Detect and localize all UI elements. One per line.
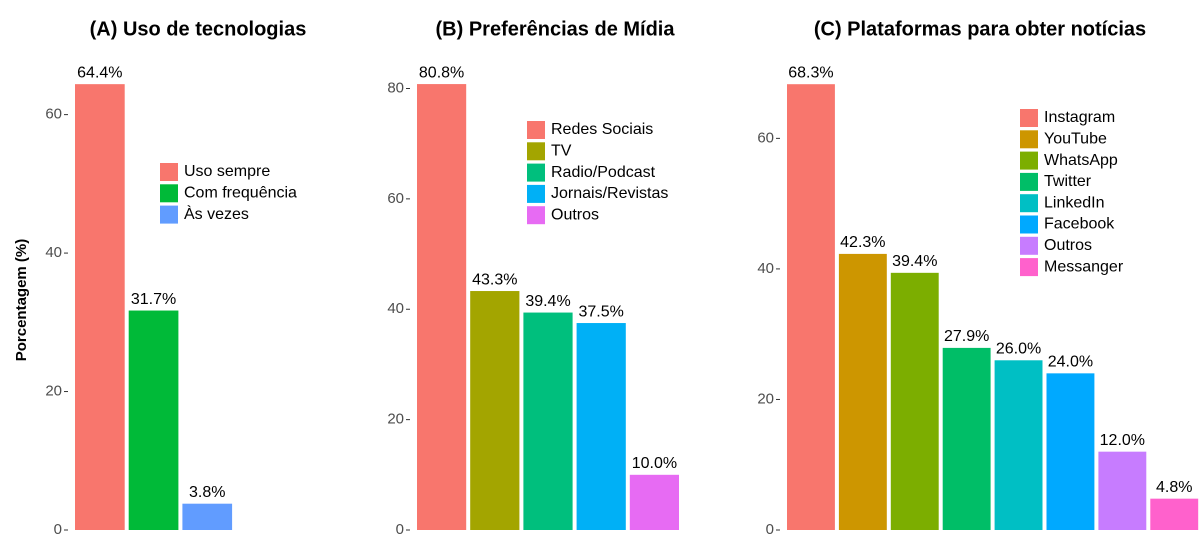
legend-swatch (527, 142, 545, 161)
bar (838, 253, 887, 530)
legend-swatch (1020, 236, 1038, 255)
value-label: 68.3% (788, 64, 833, 81)
value-label: 80.8% (419, 64, 464, 81)
legend-swatch (1020, 172, 1038, 191)
legend-label: Uso sempre (184, 163, 270, 180)
y-tick-label: 0 (396, 521, 404, 538)
bar (75, 84, 125, 531)
legend-swatch (1020, 109, 1038, 127)
bar (1150, 498, 1199, 530)
bar (128, 310, 179, 530)
value-label: 31.7% (131, 291, 176, 308)
legend-swatch (1020, 130, 1038, 149)
legend-swatch (1020, 151, 1038, 170)
value-label: 26.0% (996, 341, 1041, 358)
value-label: 27.9% (944, 328, 989, 345)
value-label: 39.4% (892, 253, 937, 270)
value-label: 3.8% (189, 484, 225, 501)
bar (1098, 451, 1147, 530)
legend-label: LinkedIn (1044, 194, 1105, 211)
legend-swatch (1020, 258, 1038, 277)
bar (470, 291, 520, 530)
legend-label: Facebook (1044, 216, 1115, 233)
legend-label: Outros (1044, 237, 1092, 254)
value-label: 64.4% (77, 64, 122, 81)
value-label: 24.0% (1048, 354, 1093, 371)
value-label: 39.4% (525, 293, 570, 310)
y-tick-label: 0 (766, 521, 774, 538)
legend-swatch (160, 163, 178, 181)
legend-label: Outros (551, 206, 599, 223)
value-label: 43.3% (472, 271, 517, 288)
bar (523, 312, 573, 530)
y-axis-label: Porcentagem (%) (13, 239, 30, 362)
value-label: 12.0% (1100, 432, 1145, 449)
value-label: 10.0% (632, 455, 677, 472)
value-label: 4.8% (1156, 479, 1192, 496)
y-tick-label: 60 (757, 129, 774, 146)
y-tick-label: 20 (387, 411, 404, 428)
value-label: 42.3% (840, 234, 885, 251)
legend-label: YouTube (1044, 131, 1107, 148)
bar (182, 503, 233, 530)
y-tick-label: 20 (45, 383, 62, 400)
legend-label: Às vezes (184, 204, 249, 223)
legend-swatch (1020, 194, 1038, 213)
y-tick-label: 80 (387, 79, 404, 96)
legend-label: Radio/Podcast (551, 164, 656, 181)
bar (994, 360, 1043, 530)
bar (890, 272, 939, 530)
chart-title: (A) Uso de tecnologias (90, 18, 307, 40)
y-tick-label: 40 (387, 300, 404, 317)
y-tick-label: 60 (45, 106, 62, 123)
bar (576, 323, 626, 530)
legend-label: Messanger (1044, 258, 1124, 275)
legend-swatch (527, 121, 545, 139)
legend-swatch (1020, 215, 1038, 234)
legend-label: Twitter (1044, 173, 1092, 190)
y-tick-label: 40 (45, 244, 62, 261)
legend-label: WhatsApp (1044, 152, 1118, 169)
y-tick-label: 0 (54, 521, 62, 538)
legend-swatch (160, 205, 178, 224)
legend-swatch (527, 184, 545, 203)
legend-label: Jornais/Revistas (551, 185, 668, 202)
bar (942, 347, 991, 530)
y-tick-label: 40 (757, 260, 774, 277)
legend-label: TV (551, 143, 572, 160)
bar (787, 84, 835, 530)
legend-swatch (527, 206, 545, 225)
legend-swatch (527, 163, 545, 182)
bar (629, 474, 679, 530)
bar (417, 84, 467, 530)
y-tick-label: 20 (757, 390, 774, 407)
legend-swatch (160, 184, 178, 203)
bar (1046, 373, 1095, 530)
legend-label: Com frequência (184, 185, 297, 202)
chart-title: (B) Preferências de Mídia (436, 18, 676, 40)
value-label: 37.5% (579, 303, 624, 320)
chart-title: (C) Plataformas para obter notícias (814, 18, 1146, 40)
legend-label: Instagram (1044, 109, 1115, 126)
legend-label: Redes Sociais (551, 121, 653, 138)
y-tick-label: 60 (387, 190, 404, 207)
